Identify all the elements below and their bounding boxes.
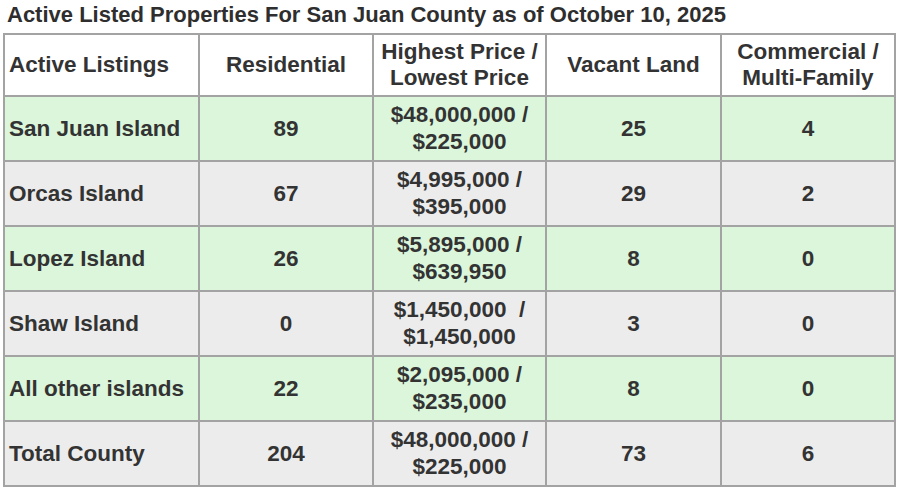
commercial-value: 0 xyxy=(721,226,895,291)
col-header-vacant-land: Vacant Land xyxy=(546,34,721,96)
table-row-all-other-islands: All other islands 22 $2,095,000 / $235,0… xyxy=(4,356,895,421)
residential-value: 22 xyxy=(199,356,373,421)
vacant-land-value: 73 xyxy=(546,421,721,486)
listings-table: Active Listings Residential Highest Pric… xyxy=(3,33,896,487)
col-header-residential: Residential xyxy=(199,34,373,96)
page-title: Active Listed Properties For San Juan Co… xyxy=(0,0,900,28)
row-label: Lopez Island xyxy=(4,226,199,291)
table-row-total-county: Total County 204 $48,000,000 / $225,000 … xyxy=(4,421,895,486)
row-label: Shaw Island xyxy=(4,291,199,356)
col-header-commercial: Commercial / Multi-Family xyxy=(721,34,895,96)
residential-value: 26 xyxy=(199,226,373,291)
vacant-land-value: 29 xyxy=(546,161,721,226)
row-label: All other islands xyxy=(4,356,199,421)
commercial-value: 2 xyxy=(721,161,895,226)
row-label: San Juan Island xyxy=(4,96,199,161)
price-range-value: $48,000,000 / $225,000 xyxy=(373,421,546,486)
price-range-value: $2,095,000 / $235,000 xyxy=(373,356,546,421)
col-header-price-range: Highest Price / Lowest Price xyxy=(373,34,546,96)
table-row-san-juan-island: San Juan Island 89 $48,000,000 / $225,00… xyxy=(4,96,895,161)
header-row: Active Listings Residential Highest Pric… xyxy=(4,34,895,96)
table-row-orcas-island: Orcas Island 67 $4,995,000 / $395,000 29… xyxy=(4,161,895,226)
vacant-land-value: 8 xyxy=(546,356,721,421)
price-range-value: $48,000,000 / $225,000 xyxy=(373,96,546,161)
commercial-value: 4 xyxy=(721,96,895,161)
table-row-lopez-island: Lopez Island 26 $5,895,000 / $639,950 8 … xyxy=(4,226,895,291)
vacant-land-value: 8 xyxy=(546,226,721,291)
residential-value: 0 xyxy=(199,291,373,356)
residential-value: 204 xyxy=(199,421,373,486)
commercial-value: 0 xyxy=(721,291,895,356)
vacant-land-value: 25 xyxy=(546,96,721,161)
price-range-value: $4,995,000 / $395,000 xyxy=(373,161,546,226)
col-header-active-listings: Active Listings xyxy=(4,34,199,96)
row-label: Total County xyxy=(4,421,199,486)
vacant-land-value: 3 xyxy=(546,291,721,356)
price-range-value: $1,450,000 / $1,450,000 xyxy=(373,291,546,356)
residential-value: 89 xyxy=(199,96,373,161)
table-row-shaw-island: Shaw Island 0 $1,450,000 / $1,450,000 3 … xyxy=(4,291,895,356)
price-range-value: $5,895,000 / $639,950 xyxy=(373,226,546,291)
residential-value: 67 xyxy=(199,161,373,226)
commercial-value: 6 xyxy=(721,421,895,486)
commercial-value: 0 xyxy=(721,356,895,421)
row-label: Orcas Island xyxy=(4,161,199,226)
